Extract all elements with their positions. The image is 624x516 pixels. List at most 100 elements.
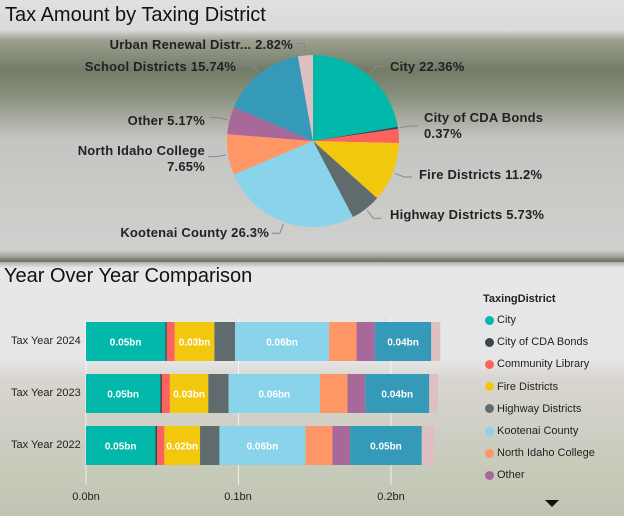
bar-segment-fire-districts [169, 374, 209, 413]
pie-slice-north-idaho-college [226, 134, 313, 175]
pie-slice-highway-districts [313, 141, 378, 218]
legend-dot-icon [485, 448, 494, 458]
bar-data-label: 0.05bn [105, 442, 137, 453]
legend-item-label: City of CDA Bonds [497, 336, 589, 349]
pie-leader-line [271, 223, 284, 234]
pie-label-nic-pct: 7.65% [167, 159, 205, 174]
legend-dot-icon [485, 382, 494, 392]
pie-label-other: Other 5.17% [127, 113, 205, 128]
bar-segment-north-idaho-college [320, 374, 348, 413]
bar-data-label: 0.03bn [179, 338, 211, 349]
pie-slice-school-districts [233, 56, 313, 141]
pie-label-fire: Fire Districts 11.2% [419, 167, 543, 182]
bar-data-label: 0.04bn [387, 338, 419, 349]
legend-dot-icon [485, 426, 494, 436]
legend-dot-icon [485, 359, 494, 369]
bar-data-label: 0.05bn [107, 390, 139, 401]
pie-leader-line [366, 210, 382, 219]
legend-item-label: Kootenai County [497, 425, 579, 437]
bar-segment-school-districts [365, 374, 430, 413]
legend-item[interactable]: Other [485, 469, 525, 481]
legend-title: TaxingDistrict [483, 293, 556, 305]
bar-segment-highway-districts [208, 374, 229, 413]
bar-data-label: 0.03bn [173, 390, 205, 401]
pie-leader-line [244, 63, 259, 73]
bar-segment-north-idaho-college [329, 322, 357, 361]
bar-data-label: 0.06bn [258, 390, 290, 401]
pie-label-city: City 22.36% [390, 59, 465, 74]
triangle-down-icon[interactable] [545, 500, 559, 507]
legend-item[interactable]: Community Library [485, 358, 589, 370]
bar-data-label: 0.05bn [370, 442, 402, 453]
pie-label-kootenai: Kootenai County 26.3% [120, 225, 269, 240]
bar-segment-fire-districts [164, 426, 201, 465]
bar-segment-community-library [157, 426, 165, 465]
pie-leader-line [394, 172, 413, 178]
legend-item[interactable]: Kootenai County [485, 425, 578, 437]
pie-label-cda-bonds-pct: 0.37% [424, 126, 462, 141]
pie-leader-line [399, 125, 418, 128]
legend-item[interactable]: Fire Districts [485, 381, 558, 393]
bar-segment-highway-districts [214, 322, 235, 361]
pie-slice-other [227, 107, 313, 141]
bar-segment-other [332, 426, 351, 465]
pie-leader-line [209, 116, 228, 121]
legend-item-label: City [497, 314, 516, 326]
legend-item-label: Highway Districts [497, 402, 582, 415]
x-tick-0: 0.0bn [72, 491, 100, 503]
bar-data-label: 0.06bn [247, 442, 279, 453]
pie-slice-kootenai-county [233, 141, 353, 228]
bar-segment-school-districts [374, 322, 432, 361]
legend-item[interactable]: City [485, 314, 516, 326]
bar-segment-urban-renewal-districts [421, 426, 435, 465]
pie-slice-urban-renewal-districts [297, 55, 313, 141]
legend-dot-icon [485, 337, 494, 347]
pie-chart-title: Tax Amount by Taxing District [5, 4, 266, 26]
bar-segment-urban-renewal-districts [429, 374, 438, 413]
bar-segment-other [356, 322, 375, 361]
legend-dot-icon [485, 404, 494, 414]
bar-segment-fire-districts [174, 322, 215, 361]
pie-slice-community-library [313, 128, 399, 144]
bar-segment-city [86, 374, 161, 413]
pie-slice-city-of-cda-bonds [313, 126, 399, 141]
bar-segment-north-idaho-college [305, 426, 333, 465]
bar-data-label: 0.05bn [110, 338, 142, 349]
pie-slice-city [313, 55, 398, 141]
bar-data-label: 0.04bn [381, 390, 413, 401]
y-label-2023: Tax Year 2023 [11, 387, 81, 399]
legend-dot-icon [485, 315, 494, 325]
bar-segment-city [86, 426, 156, 465]
pie-label-highway: Highway Districts 5.73% [390, 207, 545, 222]
bar-segment-kootenai-county [228, 374, 321, 413]
pie-label-nic: North Idaho College [77, 143, 205, 158]
legend-item[interactable]: Highway Districts [485, 403, 581, 415]
bar-segment-city-of-cda-bonds [165, 322, 167, 361]
pie-label-school-districts: School Districts 15.74% [84, 59, 236, 74]
pie-slice-fire-districts [313, 141, 399, 199]
bar-segment-other [347, 374, 366, 413]
bar-segment-urban-renewal-districts [431, 322, 441, 361]
pie-leader-line [208, 154, 227, 158]
bar-segment-highway-districts [200, 426, 220, 465]
bar-chart-title: Year Over Year Comparison [4, 265, 253, 287]
x-tick-0-1: 0.1bn [224, 491, 252, 503]
pie-leader-line [369, 65, 385, 75]
bar-segment-city-of-cda-bonds [160, 374, 162, 413]
bar-segment-kootenai-county [219, 426, 306, 465]
legend-item[interactable]: City of CDA Bonds [485, 336, 588, 348]
bar-data-label: 0.06bn [266, 338, 298, 349]
pie-label-urban-renewal: Urban Renewal Distr... 2.82% [109, 37, 293, 52]
pie-label-cda-bonds: City of CDA Bonds [424, 110, 544, 125]
bar-data-label: 0.02bn [166, 442, 198, 453]
legend-item-label: North Idaho College [497, 447, 595, 460]
bar-segment-community-library [166, 322, 175, 361]
bar-segment-school-districts [350, 426, 422, 465]
legend-item-label: Other [497, 469, 525, 482]
bar-segment-city-of-cda-bonds [155, 426, 158, 465]
legend-item-label: Fire Districts [497, 380, 559, 393]
legend-item[interactable]: North Idaho College [485, 447, 595, 459]
legend-item-label: Community Library [497, 358, 590, 371]
y-label-2024: Tax Year 2024 [11, 335, 81, 347]
